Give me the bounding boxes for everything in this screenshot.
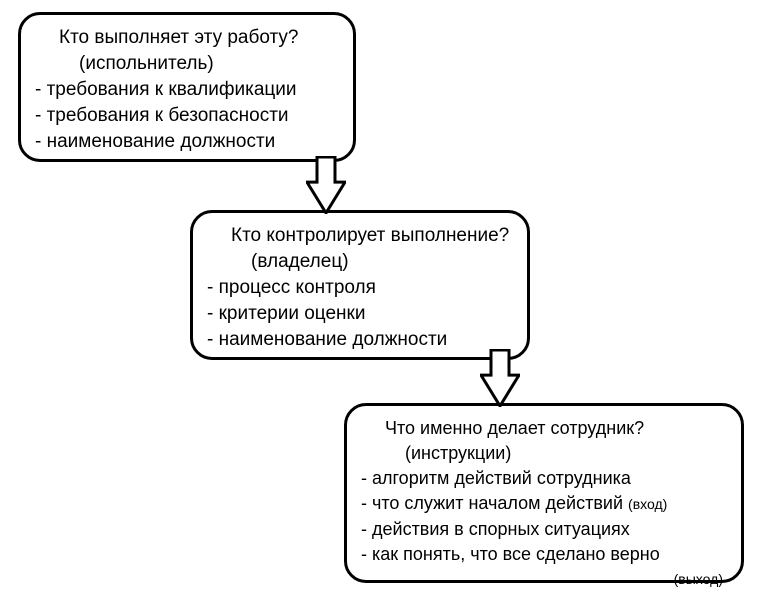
box-item: - как понять, что все сделано верно: [361, 542, 727, 567]
box-item: - процесс контроля: [207, 275, 513, 301]
box-title: Кто контролирует выполнение?: [207, 223, 513, 249]
box-item: - требования к безопасности: [35, 103, 339, 129]
flow-box-1: Кто выполняет эту работу?(испольнитель)-…: [18, 12, 356, 162]
box-item: - требования к квалификации: [35, 77, 339, 103]
box-item: - что служит началом действий (вход): [361, 491, 727, 517]
box-item: - алгоритм действий сотрудника: [361, 466, 727, 491]
box-subtitle: (владелец): [207, 249, 513, 275]
box-item: - наименование должности: [35, 129, 339, 155]
box-item-text: - действия в спорных ситуациях: [361, 519, 630, 539]
flow-box-3: Что именно делает сотрудник?(инструкции)…: [344, 403, 744, 583]
box-item-text: - алгоритм действий сотрудника: [361, 468, 631, 488]
box-title: Что именно делает сотрудник?: [361, 416, 727, 441]
box-item: - критерии оценки: [207, 301, 513, 327]
box-trailing-note: (выход): [361, 567, 727, 592]
down-arrow-icon: [480, 349, 520, 407]
box-title: Кто выполняет эту работу?: [35, 25, 339, 51]
box-subtitle: (инструкции): [361, 441, 727, 466]
flow-box-2: Кто контролирует выполнение?(владелец)- …: [190, 210, 530, 360]
box-item: - наименование должности: [207, 327, 513, 353]
down-arrow-icon: [306, 156, 346, 214]
box-item-text: - что служит началом действий: [361, 493, 623, 513]
box-item: - действия в спорных ситуациях: [361, 517, 727, 542]
box-item-text: - как понять, что все сделано верно: [361, 544, 660, 564]
box-item-note: (вход): [628, 496, 667, 512]
box-subtitle: (испольнитель): [35, 51, 339, 77]
